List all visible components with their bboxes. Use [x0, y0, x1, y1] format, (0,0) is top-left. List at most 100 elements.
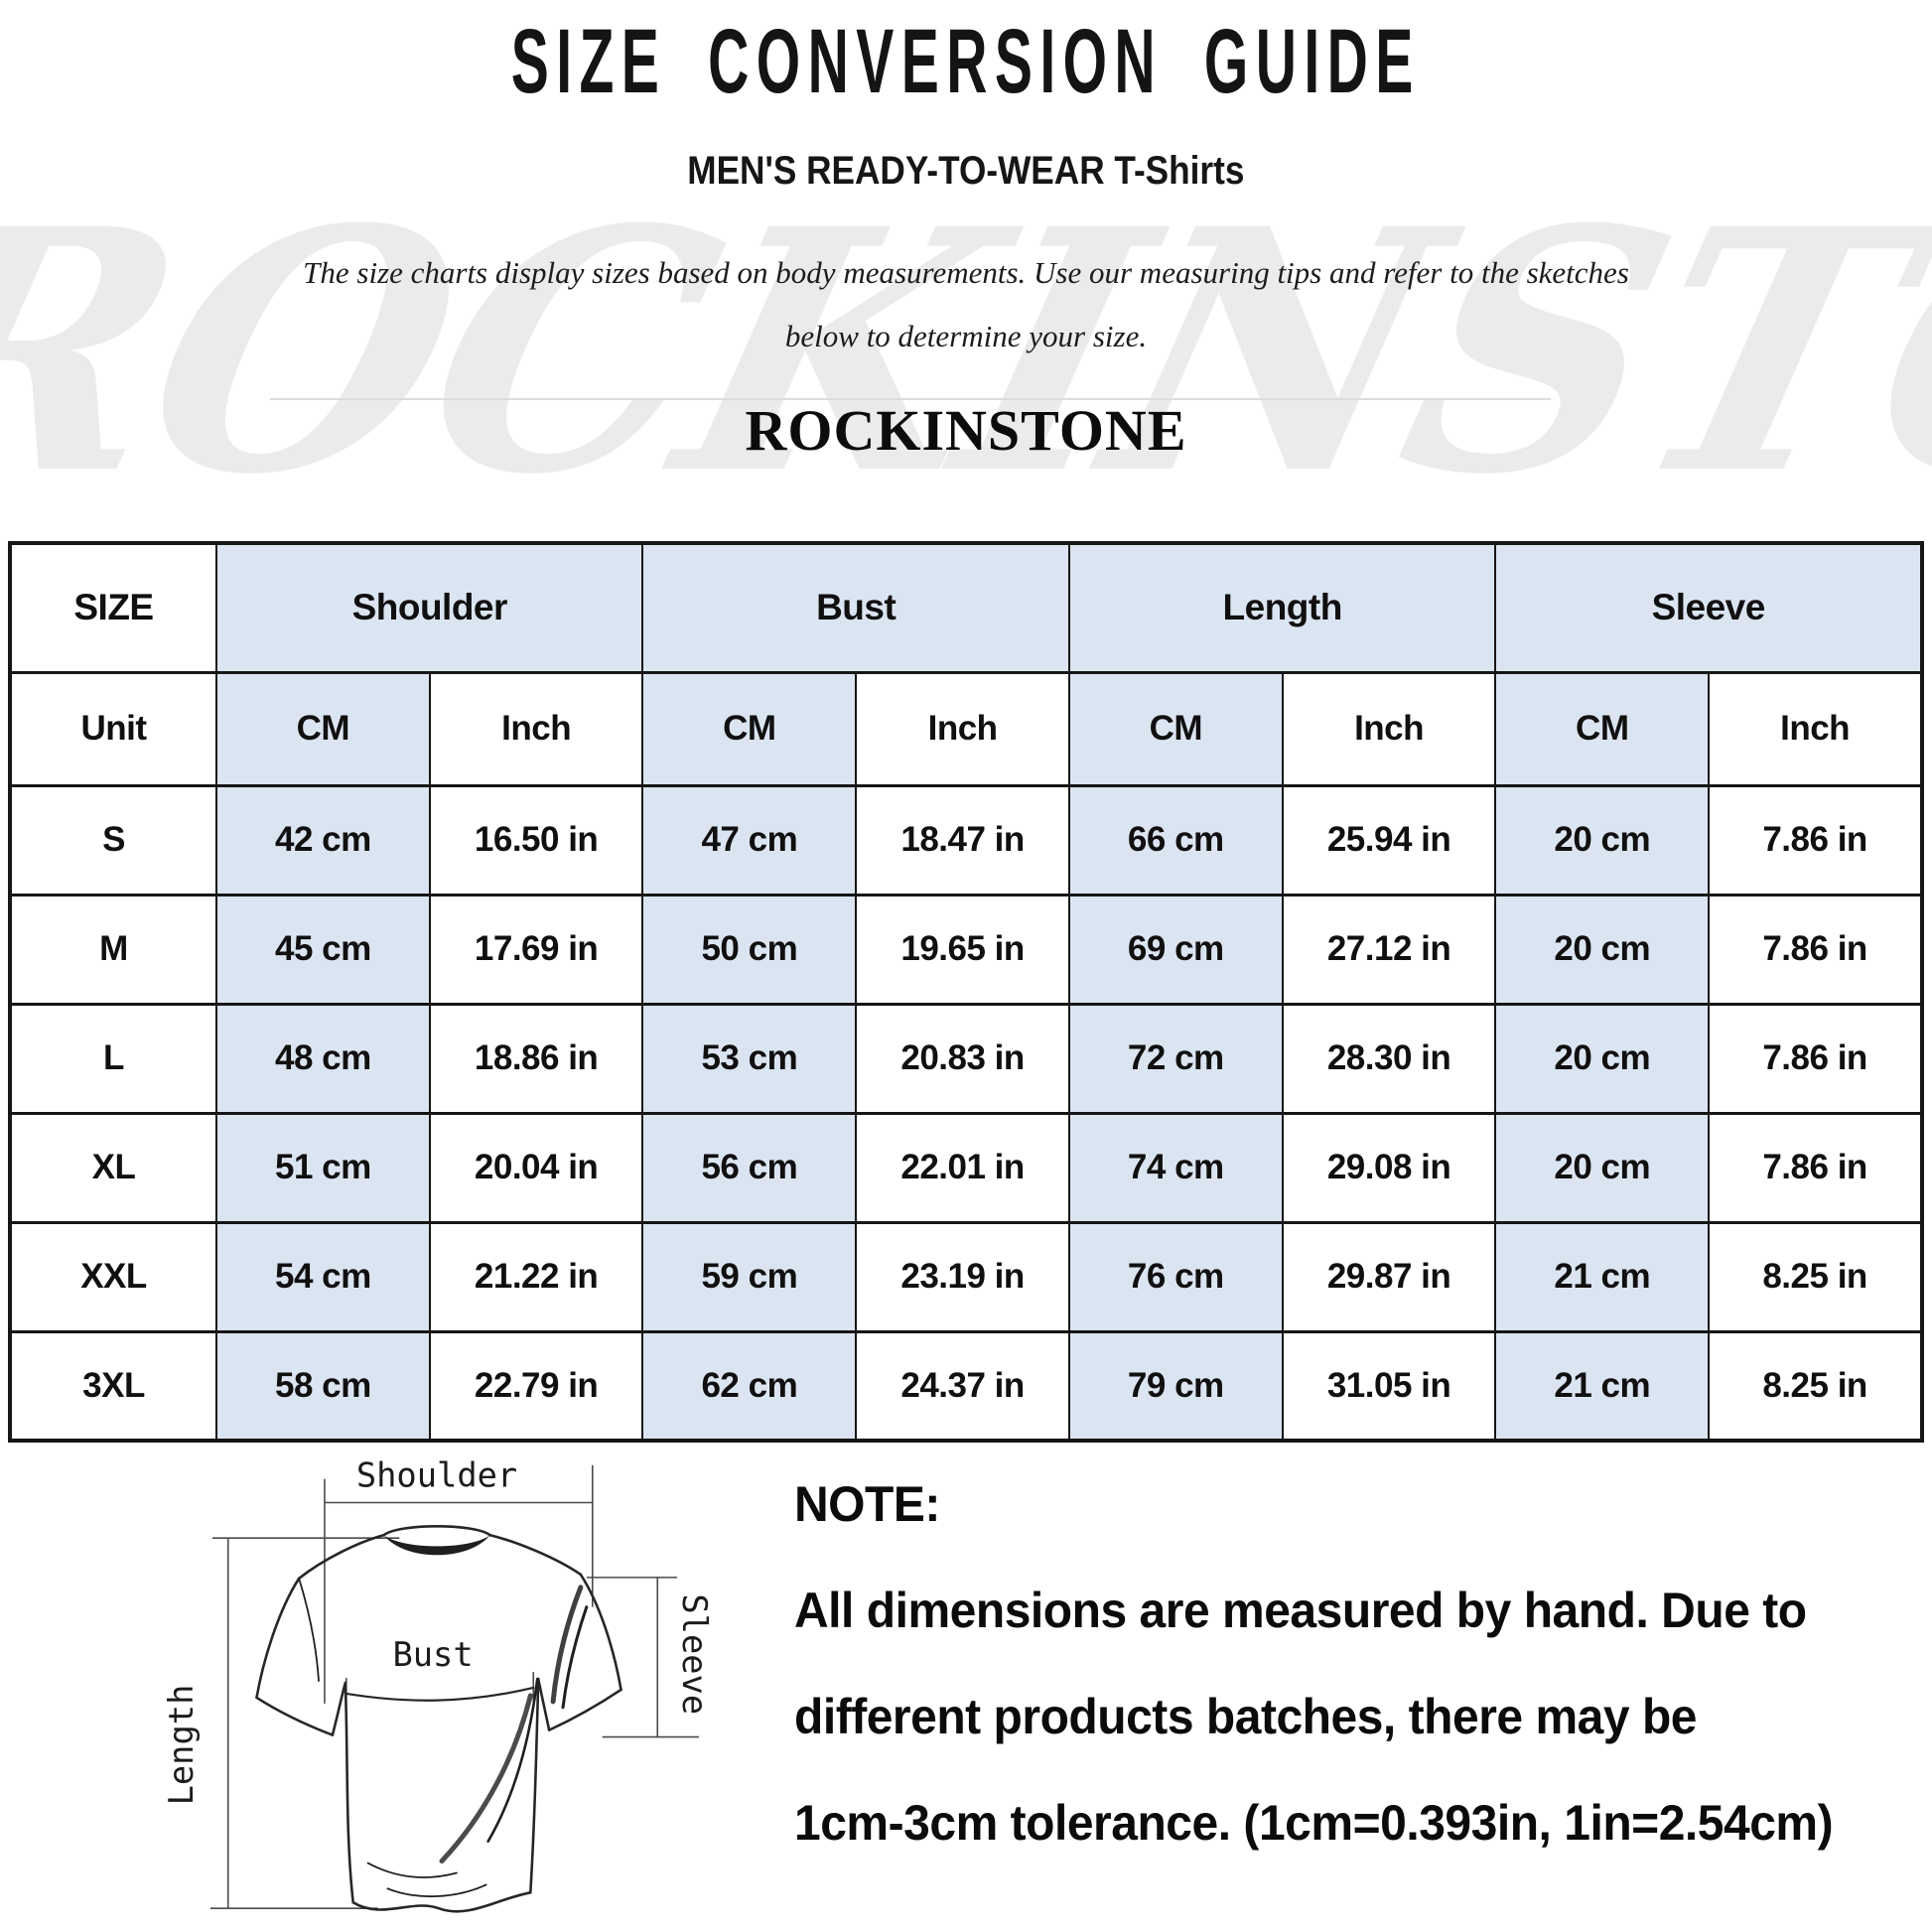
measurement-cell: 66 cm: [1067, 783, 1284, 897]
note-line-2: different products batches, there may be: [794, 1689, 1698, 1744]
measurement-cell: 56 cm: [641, 1111, 858, 1224]
measurement-cell: 24.37 in: [855, 1329, 1070, 1443]
size-header-cell: SIZE: [9, 541, 217, 674]
column-header-shoulder: Shoulder: [214, 541, 644, 674]
table-row: L 48 cm 18.86 in 53 cm 20.83 in 72 cm 28…: [9, 1002, 1923, 1115]
unit-inch-cell: Inch: [1281, 670, 1497, 787]
measurement-cell: 18.47 in: [855, 783, 1070, 897]
description-line-1: The size charts display sizes based on b…: [303, 255, 1629, 290]
tshirt-sketch: Shoulder Bust Sleeve Length: [162, 1456, 714, 1913]
unit-cm-cell: CM: [1067, 670, 1284, 787]
brand-name: ROCKINSTONE: [745, 398, 1187, 463]
description: The size charts display sizes based on b…: [0, 241, 1932, 368]
column-header-length: Length: [1067, 541, 1497, 674]
size-cell: XXL: [9, 1220, 217, 1333]
unit-inch-cell: Inch: [428, 670, 644, 787]
measurement-cell: 8.25 in: [1708, 1220, 1923, 1333]
measurement-cell: 45 cm: [215, 893, 431, 1006]
measurement-cell: 79 cm: [1067, 1329, 1284, 1443]
table-row: M 45 cm 17.69 in 50 cm 19.65 in 69 cm 27…: [9, 893, 1923, 1006]
measurement-cell: 54 cm: [215, 1220, 431, 1333]
tshirt-diagram: Shoulder Bust Sleeve Length: [139, 1440, 745, 1932]
note-line-1: All dimensions are measured by hand. Due…: [794, 1583, 1807, 1638]
page-subtitle-wrap: MEN'S READY-TO-WEAR T-Shirts: [0, 149, 1932, 194]
unit-cm-cell: CM: [1494, 670, 1711, 787]
measurement-cell: 59 cm: [641, 1220, 858, 1333]
measurement-cell: 7.86 in: [1708, 1002, 1923, 1115]
unit-inch-cell: Inch: [855, 670, 1070, 787]
measurement-cell: 51 cm: [215, 1111, 431, 1224]
measurement-cell: 23.19 in: [855, 1220, 1070, 1333]
page-subtitle: MEN'S READY-TO-WEAR T-Shirts: [687, 149, 1245, 193]
table-row: XL 51 cm 20.04 in 56 cm 22.01 in 74 cm 2…: [9, 1111, 1923, 1224]
size-table: SIZE Shoulder Bust Length Sleeve Unit CM…: [8, 541, 1924, 1443]
measurement-cell: 7.86 in: [1708, 893, 1923, 1006]
measurement-cell: 20.83 in: [855, 1002, 1070, 1115]
measurement-cell: 17.69 in: [428, 893, 644, 1006]
brand-divider: [270, 398, 1551, 400]
measurement-cell: 20.04 in: [428, 1111, 644, 1224]
size-cell: S: [9, 783, 217, 897]
measurement-cell: 28.30 in: [1281, 1002, 1497, 1115]
measurement-cell: 21 cm: [1494, 1220, 1711, 1333]
unit-cm-cell: CM: [641, 670, 858, 787]
measurement-cell: 27.12 in: [1281, 893, 1497, 1006]
column-header-bust: Bust: [641, 541, 1070, 674]
table-row: 3XL 58 cm 22.79 in 62 cm 24.37 in 79 cm …: [9, 1329, 1923, 1443]
measurement-cell: 20 cm: [1494, 783, 1711, 897]
measurement-cell: 16.50 in: [428, 783, 644, 897]
collar-shading: [383, 1535, 490, 1556]
measurement-cell: 7.86 in: [1708, 1111, 1923, 1224]
measurement-cell: 69 cm: [1067, 893, 1284, 1006]
measurement-cell: 22.01 in: [855, 1111, 1070, 1224]
unit-cm-cell: CM: [215, 670, 431, 787]
description-line-2: below to determine your size.: [784, 319, 1148, 353]
measurement-cell: 50 cm: [641, 893, 858, 1006]
measurement-cell: 7.86 in: [1708, 783, 1923, 897]
table-row: S 42 cm 16.50 in 47 cm 18.47 in 66 cm 25…: [9, 783, 1923, 897]
note-section: NOTE: All dimensions are measured by han…: [794, 1451, 1886, 1876]
measurement-cell: 21.22 in: [428, 1220, 644, 1333]
shoulder-label: Shoulder: [356, 1456, 517, 1495]
unit-header-cell: Unit: [9, 670, 217, 787]
measurement-cell: 74 cm: [1067, 1111, 1284, 1224]
sketch-shading: [298, 1577, 589, 1898]
measurement-cell: 62 cm: [641, 1329, 858, 1443]
note-heading: NOTE:: [794, 1476, 940, 1532]
measurement-cell: 29.87 in: [1281, 1220, 1497, 1333]
sleeve-label: Sleeve: [675, 1593, 714, 1715]
measurement-cell: 20 cm: [1494, 893, 1711, 1006]
table-row: XXL 54 cm 21.22 in 59 cm 23.19 in 76 cm …: [9, 1220, 1923, 1333]
measurement-cell: 76 cm: [1067, 1220, 1284, 1333]
table-header-row: SIZE Shoulder Bust Length Sleeve: [9, 541, 1923, 674]
bust-label: Bust: [392, 1635, 473, 1674]
measurement-cell: 53 cm: [641, 1002, 858, 1115]
measurement-cell: 58 cm: [215, 1329, 431, 1443]
size-cell: XL: [9, 1111, 217, 1224]
unit-row: Unit CM Inch CM Inch CM Inch CM Inch: [9, 670, 1923, 787]
dimension-guides: [209, 1464, 699, 1909]
size-cell: M: [9, 893, 217, 1006]
size-table-section: SIZE Shoulder Bust Length Sleeve Unit CM…: [8, 541, 1924, 1443]
page-title-wrap: SIZE CONVERSION GUIDE: [0, 10, 1932, 114]
measurement-cell: 48 cm: [215, 1002, 431, 1115]
size-cell: 3XL: [9, 1329, 217, 1443]
measurement-cell: 20 cm: [1494, 1111, 1711, 1224]
measurement-cell: 18.86 in: [428, 1002, 644, 1115]
measurement-cell: 22.79 in: [428, 1329, 644, 1443]
column-header-sleeve: Sleeve: [1494, 541, 1923, 674]
size-cell: L: [9, 1002, 217, 1115]
measurement-cell: 8.25 in: [1708, 1329, 1923, 1443]
note-line-3: 1cm-3cm tolerance. (1cm=0.393in, 1in=2.5…: [794, 1795, 1834, 1851]
page-title: SIZE CONVERSION GUIDE: [510, 11, 1422, 112]
tshirt-outline: [255, 1525, 622, 1913]
measurement-cell: 42 cm: [215, 783, 431, 897]
measurement-cell: 72 cm: [1067, 1002, 1284, 1115]
measurement-cell: 47 cm: [641, 783, 858, 897]
measurement-cell: 31.05 in: [1281, 1329, 1497, 1443]
measurement-cell: 19.65 in: [855, 893, 1070, 1006]
measurement-cell: 20 cm: [1494, 1002, 1711, 1115]
measurement-cell: 21 cm: [1494, 1329, 1711, 1443]
measurement-cell: 25.94 in: [1281, 783, 1497, 897]
length-label: Length: [162, 1685, 201, 1806]
